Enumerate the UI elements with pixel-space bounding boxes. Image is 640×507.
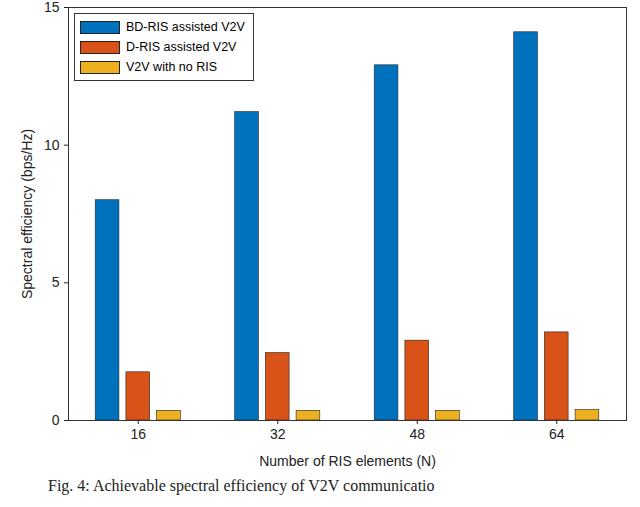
svg-text:48: 48 bbox=[409, 426, 425, 442]
svg-text:64: 64 bbox=[549, 426, 565, 442]
svg-text:Number of RIS elements (N): Number of RIS elements (N) bbox=[259, 453, 436, 469]
html-text:Fig. 4: Achievable spectral ef: Fig. 4: Achievable spectral efficiency o… bbox=[48, 477, 435, 494]
svg-text:16: 16 bbox=[130, 426, 146, 442]
svg-text:0: 0 bbox=[52, 412, 60, 428]
svg-text:15: 15 bbox=[44, 0, 60, 15]
html-text:BD-RIS assisted V2V: BD-RIS assisted V2V bbox=[126, 20, 245, 34]
svg-text:10: 10 bbox=[44, 137, 60, 153]
svg-text:Spectral efficiency (bps/Hz): Spectral efficiency (bps/Hz) bbox=[19, 129, 35, 299]
html-text:D-RIS assisted V2V: D-RIS assisted V2V bbox=[126, 40, 237, 54]
html-text:V2V with no RIS: V2V with no RIS bbox=[126, 60, 217, 74]
svg-text:32: 32 bbox=[270, 426, 286, 442]
svg-text:5: 5 bbox=[52, 274, 60, 290]
